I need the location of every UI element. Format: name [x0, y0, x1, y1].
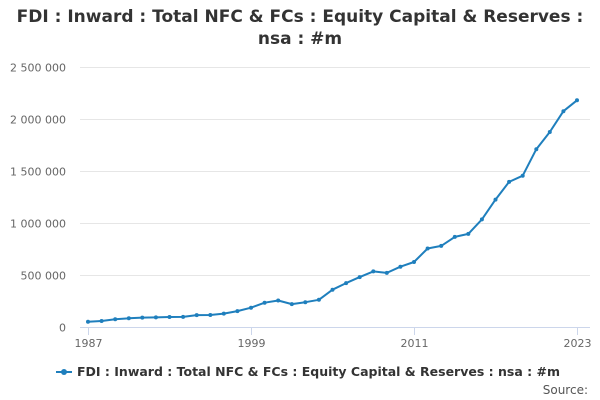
data-point[interactable]: [316, 297, 321, 302]
y-tick-label: 2 500 000: [10, 62, 66, 75]
data-point[interactable]: [99, 319, 104, 323]
y-tick-label: 1 500 000: [10, 166, 66, 179]
y-tick-label: 1 000 000: [10, 218, 66, 231]
y-axis-tick-labels: 0 500 000 1 000 000 1 500 000 2 000 000 2 500…: [10, 62, 66, 335]
data-point[interactable]: [412, 260, 416, 264]
data-point[interactable]: [452, 234, 457, 239]
chart-title-line-1: FDI : Inward : Total NFC & FCs : Equity …: [16, 7, 584, 27]
data-point[interactable]: [153, 315, 158, 320]
data-point[interactable]: [466, 231, 471, 236]
x-tick-label: 2011: [401, 337, 429, 350]
data-point[interactable]: [221, 311, 226, 316]
y-tick-label: 2 000 000: [10, 114, 66, 127]
data-point[interactable]: [181, 314, 186, 319]
x-axis: [80, 327, 590, 335]
data-point[interactable]: [398, 264, 403, 269]
chart-title-line-2: nsa : #m: [257, 29, 343, 49]
data-point[interactable]: [371, 269, 376, 274]
y-tick-label: 500 000: [21, 270, 67, 283]
data-point[interactable]: [344, 281, 349, 286]
x-tick-label: 1999: [238, 337, 266, 350]
data-point[interactable]: [493, 197, 498, 202]
data-point[interactable]: [534, 147, 539, 152]
data-point[interactable]: [575, 98, 579, 103]
data-point[interactable]: [113, 317, 118, 322]
data-point[interactable]: [262, 300, 267, 305]
legend[interactable]: FDI : Inward : Total NFC & FCs : Equity …: [56, 364, 560, 379]
data-point[interactable]: [126, 316, 131, 321]
legend-item-label: FDI : Inward : Total NFC & FCs : Equity …: [77, 364, 560, 379]
data-point[interactable]: [276, 298, 281, 303]
data-point[interactable]: [289, 302, 294, 307]
data-point[interactable]: [561, 109, 566, 114]
x-axis-tick-labels: 1987 1999 2011 2023: [75, 337, 592, 350]
x-tick-label: 2023: [564, 337, 592, 350]
data-point[interactable]: [330, 287, 335, 292]
legend-swatch-icon: [56, 367, 72, 377]
data-point[interactable]: [235, 309, 240, 314]
data-point[interactable]: [439, 243, 444, 248]
data-point[interactable]: [547, 130, 552, 134]
data-point[interactable]: [208, 313, 213, 317]
data-point[interactable]: [507, 179, 512, 184]
y-tick-label: 0: [59, 322, 66, 335]
data-point[interactable]: [140, 315, 145, 320]
data-point[interactable]: [384, 270, 389, 275]
grid-lines: [80, 67, 590, 276]
data-point[interactable]: [357, 275, 362, 280]
data-point[interactable]: [86, 319, 90, 324]
data-point[interactable]: [520, 173, 525, 178]
source-label: Source:: [542, 383, 588, 397]
x-tick-label: 1987: [75, 337, 103, 350]
data-point[interactable]: [194, 313, 199, 318]
series-layer: [86, 98, 579, 324]
legend-swatch-marker: [61, 368, 67, 375]
chart-title: FDI : Inward : Total NFC & FCs : Equity …: [0, 6, 600, 50]
data-point[interactable]: [249, 305, 253, 310]
data-point[interactable]: [425, 246, 430, 251]
data-point[interactable]: [303, 300, 308, 305]
data-point[interactable]: [167, 315, 172, 319]
data-point[interactable]: [479, 217, 484, 222]
